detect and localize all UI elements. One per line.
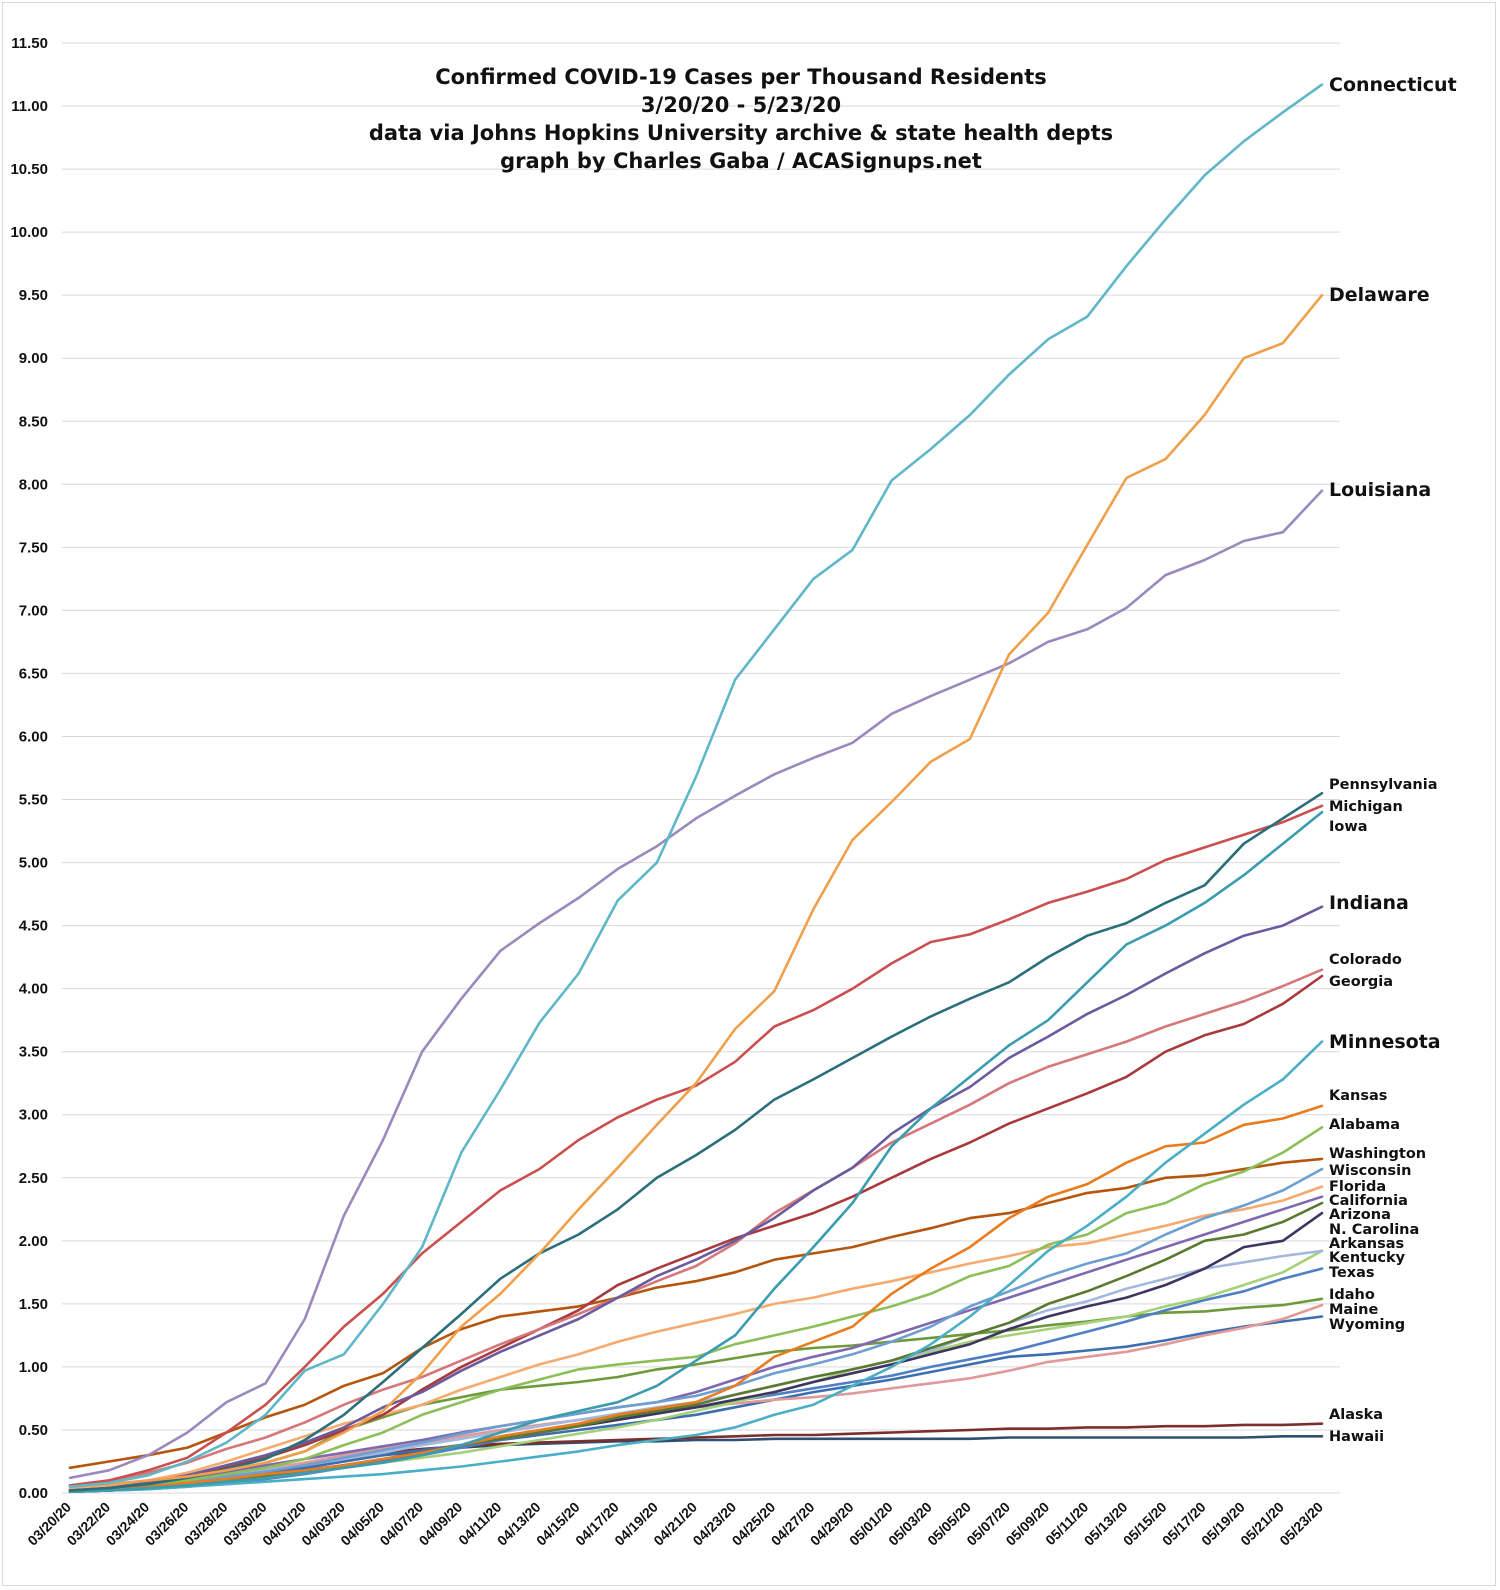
title-line-4: graph by Charles Gaba / ACASignups.net [500, 149, 982, 173]
x-tick-label: 04/09/20 [416, 1499, 466, 1549]
series-label: Connecticut [1329, 74, 1457, 96]
y-tick-label: 2.50 [19, 1170, 48, 1187]
series-label: Colorado [1329, 952, 1402, 968]
x-axis-ticks: 03/20/2003/22/2003/24/2003/26/2003/28/20… [24, 1499, 1326, 1549]
y-tick-label: 0.00 [19, 1485, 48, 1502]
title-line-2: 3/20/20 - 5/23/20 [641, 93, 841, 117]
series-line-kansas [68, 1104, 1324, 1493]
series-line-n-carolina [68, 1211, 1324, 1493]
y-tick-label: 3.50 [19, 1044, 48, 1061]
series-label: Louisiana [1329, 479, 1431, 501]
y-tick-label: 8.50 [19, 413, 48, 430]
series-label: Wyoming [1329, 1317, 1405, 1333]
series-label: Hawaii [1329, 1429, 1384, 1445]
y-tick-label: 10.50 [10, 161, 48, 178]
series-line-connecticut [68, 83, 1324, 1488]
series-label: Georgia [1329, 974, 1393, 990]
series-line-iowa [68, 810, 1324, 1493]
series-label: Kentucky [1329, 1250, 1406, 1266]
series-line-colorado [68, 968, 1324, 1487]
series-label: Texas [1329, 1265, 1375, 1281]
series-line-michigan [68, 804, 1324, 1487]
y-tick-label: 2.00 [19, 1233, 48, 1250]
series-label: Iowa [1329, 819, 1368, 835]
y-tick-label: 6.00 [19, 728, 48, 745]
y-tick-label: 4.00 [19, 981, 48, 998]
series-label: Maine [1329, 1302, 1379, 1318]
series-label: Arizona [1329, 1207, 1391, 1223]
y-tick-label: 0.50 [19, 1422, 48, 1439]
series-label: Pennsylvania [1329, 777, 1437, 793]
series-line-california [68, 1195, 1324, 1491]
series-label: Idaho [1329, 1287, 1375, 1303]
y-tick-label: 8.00 [19, 476, 48, 493]
y-tick-label: 10.00 [10, 224, 48, 241]
series-line-washington [68, 1157, 1324, 1470]
y-tick-label: 6.50 [19, 665, 48, 682]
series-line-arkansas [68, 1249, 1324, 1492]
series-line-louisiana [68, 489, 1324, 1480]
y-tick-label: 9.50 [19, 287, 48, 304]
series-label: Kansas [1329, 1088, 1387, 1104]
series-label: Florida [1329, 1179, 1386, 1195]
series-line-delaware [68, 293, 1324, 1488]
series-line-florida [68, 1185, 1324, 1491]
title-line-3: data via Johns Hopkins University archiv… [369, 121, 1113, 145]
series-label: Delaware [1329, 284, 1430, 306]
y-tick-label: 9.00 [19, 350, 48, 367]
series-line-maine [68, 1303, 1324, 1492]
series-label: N. Carolina [1329, 1222, 1419, 1238]
series-label: Arkansas [1329, 1236, 1404, 1252]
y-axis-ticks: 0.00 0.50 1.00 1.50 2.00 2.50 3.00 3.50 4.00 4.50… [10, 35, 48, 1502]
series-label: Indiana [1329, 892, 1409, 914]
x-tick-label: 05/23/20 [1276, 1499, 1326, 1549]
series-label: Alaska [1329, 1407, 1383, 1423]
y-tick-label: 5.00 [19, 855, 48, 872]
series-label: California [1329, 1193, 1408, 1209]
series-label: Washington [1329, 1146, 1426, 1162]
series-line-indiana [68, 905, 1324, 1492]
y-tick-label: 1.50 [19, 1296, 48, 1313]
y-tick-label: 1.00 [19, 1359, 48, 1376]
series-line-arizona [68, 1201, 1324, 1493]
series-label: Wisconsin [1329, 1163, 1411, 1179]
series-label: Alabama [1329, 1117, 1400, 1133]
series-line-pennsylvania [68, 791, 1324, 1492]
y-tick-label: 7.50 [19, 539, 48, 556]
series-line-wyoming [68, 1315, 1324, 1492]
series-lines [68, 83, 1324, 1493]
y-tick-label: 4.50 [19, 918, 48, 935]
series-line-wisconsin [68, 1167, 1324, 1492]
y-tick-label: 3.00 [19, 1107, 48, 1124]
chart-title: Confirmed COVID-19 Cases per Thousand Re… [369, 65, 1113, 173]
series-line-minnesota [68, 1040, 1324, 1493]
x-tick-label: 05/09/20 [1002, 1499, 1052, 1549]
y-tick-label: 11.50 [11, 35, 48, 52]
series-line-alabama [68, 1126, 1324, 1492]
title-line-1: Confirmed COVID-19 Cases per Thousand Re… [435, 65, 1047, 89]
y-tick-label: 11.00 [11, 98, 48, 115]
series-labels: Connecticut Delaware Louisiana Pennsylvania… [1329, 74, 1457, 1445]
series-label: Michigan [1329, 799, 1403, 815]
y-tick-label: 5.50 [19, 792, 48, 809]
series-label: Minnesota [1329, 1031, 1441, 1053]
y-tick-label: 7.00 [19, 602, 48, 619]
gridlines [62, 42, 1340, 1494]
